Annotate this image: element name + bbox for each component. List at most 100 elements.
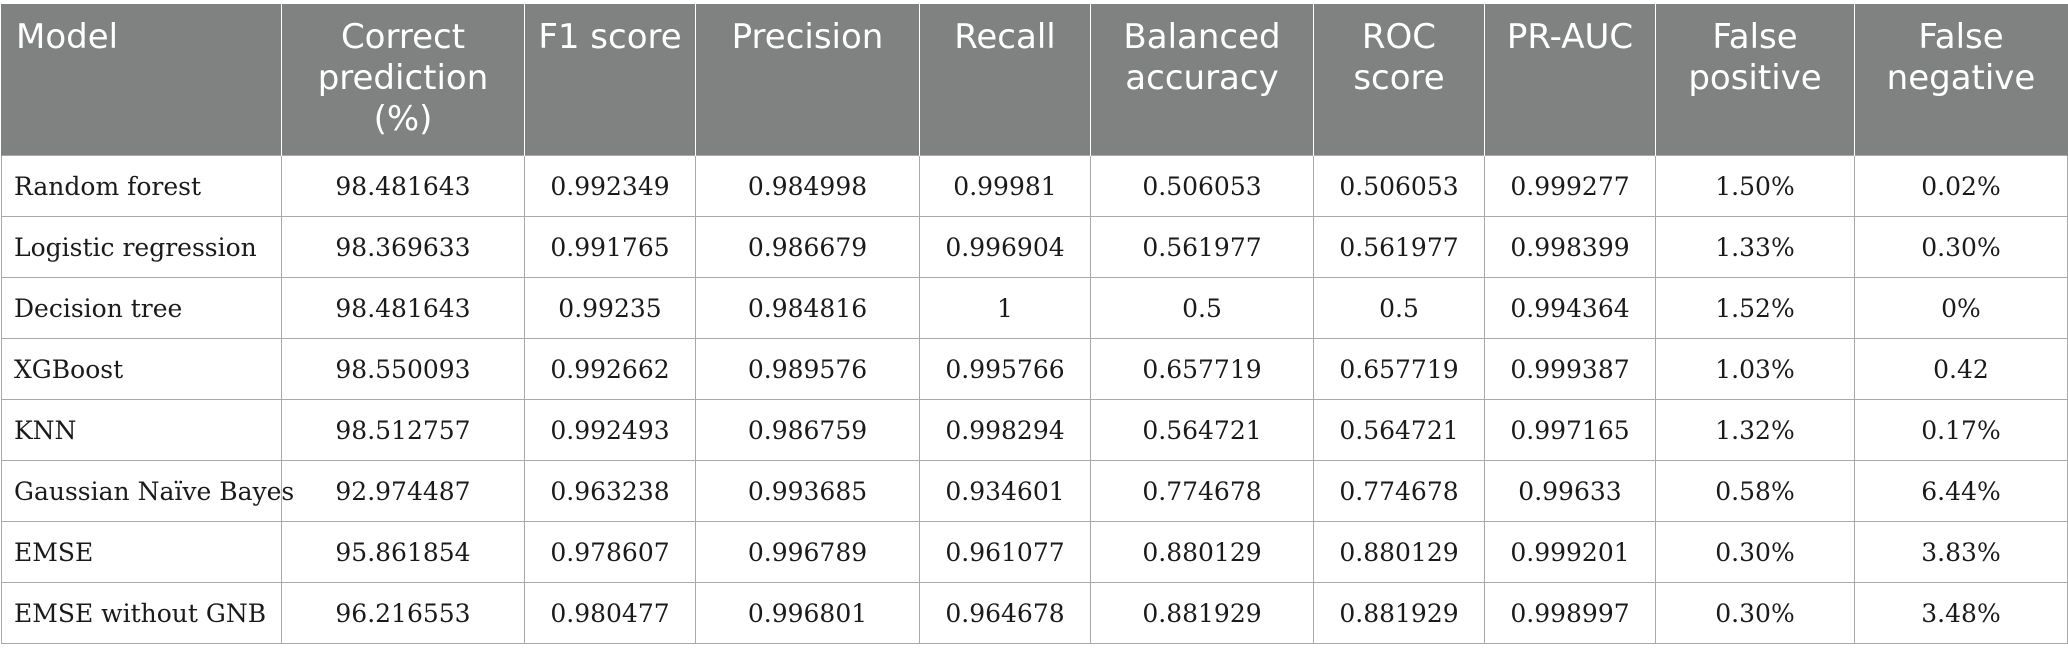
cell-false-negative: 0.17% [1854,399,2068,461]
cell-false-negative: 0.02% [1854,155,2068,217]
cell-recall: 1 [919,277,1091,339]
cell-precision: 0.993685 [695,460,920,522]
header-f1-score: F1 score [524,4,696,156]
cell-model: KNN [1,399,282,461]
cell-f1-score: 0.991765 [524,216,696,278]
cell-f1-score: 0.992493 [524,399,696,461]
cell-correct-prediction: 98.512757 [281,399,525,461]
cell-f1-score: 0.980477 [524,582,696,644]
cell-precision: 0.989576 [695,338,920,400]
model-comparison-table: Model Correct prediction (%) F1 score Pr… [1,4,2068,644]
cell-false-negative: 3.48% [1854,582,2068,644]
table-row: EMSE 95.861854 0.978607 0.996789 0.96107… [1,521,2068,583]
cell-precision: 0.984998 [695,155,920,217]
cell-roc-score: 0.881929 [1313,582,1485,644]
cell-roc-score: 0.774678 [1313,460,1485,522]
cell-false-negative: 3.83% [1854,521,2068,583]
cell-false-negative: 0% [1854,277,2068,339]
cell-recall: 0.934601 [919,460,1091,522]
cell-pr-auc: 0.997165 [1484,399,1656,461]
cell-recall: 0.996904 [919,216,1091,278]
cell-recall: 0.964678 [919,582,1091,644]
table-row: KNN 98.512757 0.992493 0.986759 0.998294… [1,399,2068,461]
cell-false-negative: 6.44% [1854,460,2068,522]
table-row: EMSE without GNB 96.216553 0.980477 0.99… [1,582,2068,644]
cell-f1-score: 0.992349 [524,155,696,217]
cell-model: XGBoost [1,338,282,400]
header-row: Model Correct prediction (%) F1 score Pr… [1,4,2068,156]
header-false-positive: False positive [1655,4,1855,156]
cell-false-positive: 1.33% [1655,216,1855,278]
cell-false-positive: 1.03% [1655,338,1855,400]
cell-balanced-accuracy: 0.5 [1090,277,1314,339]
cell-pr-auc: 0.998399 [1484,216,1656,278]
cell-model: Gaussian Naïve Bayes [1,460,294,522]
cell-correct-prediction: 98.481643 [281,155,525,217]
cell-balanced-accuracy: 0.657719 [1090,338,1314,400]
table-row: Random forest 98.481643 0.992349 0.98499… [1,155,2068,217]
cell-model: Logistic regression [1,216,282,278]
cell-f1-score: 0.992662 [524,338,696,400]
cell-balanced-accuracy: 0.774678 [1090,460,1314,522]
cell-correct-prediction: 98.550093 [281,338,525,400]
table-body: Random forest 98.481643 0.992349 0.98499… [1,155,2068,644]
cell-roc-score: 0.657719 [1313,338,1485,400]
cell-model: Random forest [1,155,282,217]
header-recall: Recall [919,4,1091,156]
cell-pr-auc: 0.99633 [1484,460,1656,522]
cell-pr-auc: 0.994364 [1484,277,1656,339]
cell-precision: 0.986759 [695,399,920,461]
cell-false-positive: 1.32% [1655,399,1855,461]
cell-roc-score: 0.880129 [1313,521,1485,583]
cell-correct-prediction: 98.481643 [281,277,525,339]
cell-precision: 0.984816 [695,277,920,339]
header-pr-auc: PR-AUC [1484,4,1656,156]
cell-pr-auc: 0.998997 [1484,582,1656,644]
header-roc-score: ROC score [1313,4,1485,156]
cell-correct-prediction: 98.369633 [281,216,525,278]
cell-model: EMSE without GNB [1,582,282,644]
cell-false-positive: 0.30% [1655,521,1855,583]
header-balanced-accuracy: Balanced accuracy [1090,4,1314,156]
table-row: Logistic regression 98.369633 0.991765 0… [1,216,2068,278]
table-row: Gaussian Naïve Bayes 92.974487 0.963238 … [1,460,2068,522]
cell-f1-score: 0.978607 [524,521,696,583]
cell-model: EMSE [1,521,282,583]
cell-balanced-accuracy: 0.506053 [1090,155,1314,217]
cell-false-positive: 1.50% [1655,155,1855,217]
cell-false-positive: 0.30% [1655,582,1855,644]
cell-f1-score: 0.963238 [524,460,696,522]
header-correct-prediction: Correct prediction (%) [281,4,525,156]
cell-pr-auc: 0.999277 [1484,155,1656,217]
cell-f1-score: 0.99235 [524,277,696,339]
header-false-negative: False negative [1854,4,2068,156]
cell-recall: 0.961077 [919,521,1091,583]
table-row: XGBoost 98.550093 0.992662 0.989576 0.99… [1,338,2068,400]
cell-false-negative: 0.30% [1854,216,2068,278]
cell-false-negative: 0.42 [1854,338,2068,400]
cell-roc-score: 0.506053 [1313,155,1485,217]
cell-balanced-accuracy: 0.564721 [1090,399,1314,461]
cell-model: Decision tree [1,277,282,339]
cell-balanced-accuracy: 0.880129 [1090,521,1314,583]
cell-false-positive: 1.52% [1655,277,1855,339]
header-model: Model [1,4,282,156]
table-header: Model Correct prediction (%) F1 score Pr… [1,4,2068,156]
cell-roc-score: 0.564721 [1313,399,1485,461]
cell-precision: 0.996801 [695,582,920,644]
cell-recall: 0.995766 [919,338,1091,400]
cell-recall: 0.99981 [919,155,1091,217]
cell-false-positive: 0.58% [1655,460,1855,522]
cell-precision: 0.986679 [695,216,920,278]
cell-correct-prediction: 92.974487 [281,460,525,522]
cell-balanced-accuracy: 0.561977 [1090,216,1314,278]
cell-roc-score: 0.5 [1313,277,1485,339]
cell-correct-prediction: 95.861854 [281,521,525,583]
cell-pr-auc: 0.999201 [1484,521,1656,583]
cell-precision: 0.996789 [695,521,920,583]
cell-pr-auc: 0.999387 [1484,338,1656,400]
table-row: Decision tree 98.481643 0.99235 0.984816… [1,277,2068,339]
cell-recall: 0.998294 [919,399,1091,461]
cell-roc-score: 0.561977 [1313,216,1485,278]
cell-balanced-accuracy: 0.881929 [1090,582,1314,644]
